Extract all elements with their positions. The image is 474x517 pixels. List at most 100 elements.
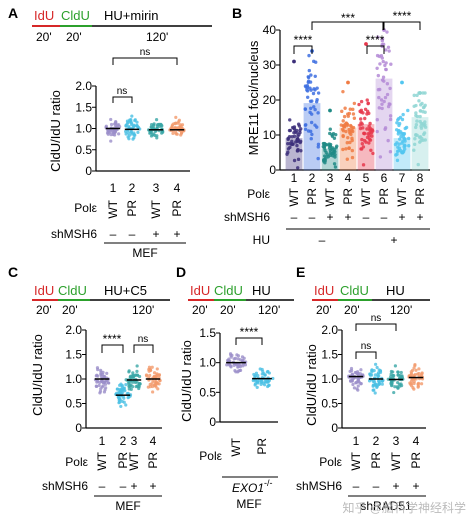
b-hu-plus: + [390,233,397,247]
y-tick-label: 1.5 [321,348,338,362]
data-point [232,357,236,361]
data-point [380,106,384,111]
data-point [333,155,337,159]
data-point [99,370,103,374]
data-point [316,91,321,95]
data-point [359,382,363,386]
data-point [380,39,385,43]
data-point [367,141,371,145]
data-point [175,132,179,136]
data-point [383,126,388,130]
data-point [97,383,101,388]
data-point [95,366,100,370]
data-point [403,126,407,131]
data-point [346,114,350,118]
data-point [356,384,360,388]
data-point [251,379,255,383]
data-point [324,150,328,155]
data-point [350,148,355,153]
sig-c: **** ns [101,332,154,353]
data-point [316,156,320,161]
c-pol-1: WT [95,451,109,470]
scheme-a-time-1: 20' [36,30,52,44]
data-point [415,133,419,137]
data-point [290,134,294,139]
data-point [352,116,357,120]
data-point [388,114,393,118]
data-point [359,368,363,372]
y-tick-label: 0 [331,421,338,435]
data-point [413,137,417,141]
data-point [334,132,338,137]
b-sh: – [381,210,388,224]
d-pol-2: PR [255,438,269,455]
data-point [400,374,404,378]
data-point [401,139,405,143]
data-point [295,131,299,135]
b-sh: + [344,210,351,224]
b-sh: + [326,210,333,224]
data-point [124,383,128,387]
data-point [309,106,313,111]
a-sh-label: shMSH6 [51,227,97,241]
scheme-d-time-2: 20' [220,303,236,317]
data-point [288,128,293,133]
data-point [333,165,338,169]
data-point [382,99,386,104]
watermark: 知乎 @脑科学神经科学 [342,500,466,515]
data-point [384,48,388,52]
data-point [361,163,366,167]
data-point [368,373,373,377]
data-point [345,140,349,145]
c-sh-label: shMSH6 [42,479,88,493]
data-point [99,373,103,377]
b-num: 8 [417,171,424,185]
data-point [341,119,345,123]
data-point [123,389,127,393]
data-point [155,134,159,138]
data-point [328,108,332,113]
data-point [365,135,370,140]
data-point [176,121,180,125]
b-pol-label: Polε [247,187,270,201]
data-point [113,133,117,137]
scheme-a-idu: IdU [34,8,54,23]
rowlabels-e: Polε 1 2 3 4 WT PR WT PR shMSH6 – – + + … [296,434,426,513]
data-point [303,123,308,127]
sig-a-mid-label: ns [117,86,128,97]
b-hu-minus: – [319,233,326,247]
data-point [144,373,149,377]
data-point [352,101,357,106]
data-point [267,383,271,388]
data-point [152,132,156,136]
data-point [114,120,118,125]
data-point [227,357,231,361]
data-point [386,45,391,49]
data-point [370,368,374,373]
data-point [393,385,397,389]
c-pol-2: PR [116,452,130,469]
y-tick-label: 1.5 [199,326,216,340]
sig-b-mid-bracket [311,21,384,30]
data-point [351,382,355,387]
data-point [100,385,104,389]
data-point [395,158,400,163]
data-point [401,112,405,117]
data-point [117,400,122,404]
b-sh: – [309,210,316,224]
b-pol: PR [377,188,391,205]
data-point [310,132,314,137]
a-sh-3: + [152,227,159,241]
data-point [402,143,407,147]
sig-d: **** [235,325,263,345]
data-point [254,371,259,375]
ylabel-a: CldU/IdU ratio [48,90,63,172]
data-point [359,147,364,151]
data-point [135,364,139,368]
scheme-d-idu: IdU [190,283,210,298]
data-point [133,133,137,137]
data-point [412,142,417,147]
data-point [381,75,386,79]
data-point [234,370,238,374]
sig-a-top-label: ns [140,47,151,58]
